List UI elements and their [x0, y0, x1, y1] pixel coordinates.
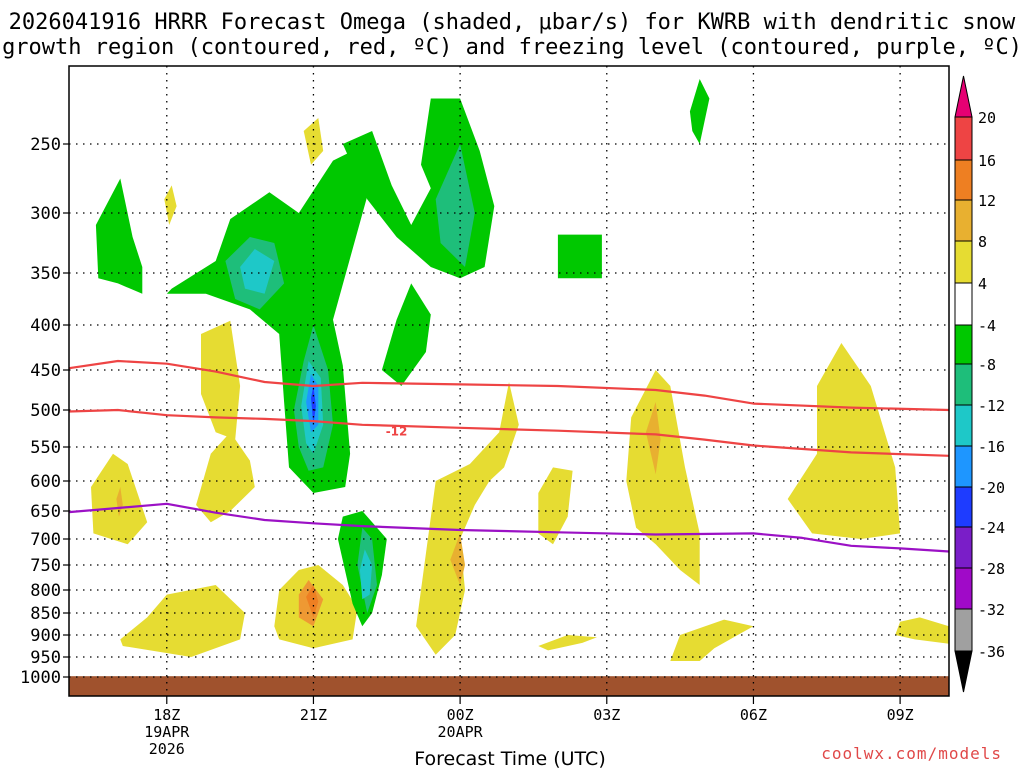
colorbar-label--24: -24	[978, 519, 1005, 537]
colorbar-bin--28	[954, 567, 973, 610]
colorbar-label-12: 12	[978, 192, 996, 210]
colorbar-bin--12	[954, 404, 973, 447]
y-tick-label-550: 550	[30, 438, 61, 458]
chart-title-line-2: growth region (contoured, red, ºC) and f…	[2, 35, 1022, 60]
omega-region-orange-03z	[645, 402, 661, 475]
colorbar-label--12: -12	[978, 397, 1005, 415]
x-tick-label-19APR: 19APR	[144, 723, 190, 741]
omega-region-teal-upper-center	[435, 144, 475, 267]
grid-layer	[69, 66, 949, 696]
omega-region-yellow-low-06z	[670, 619, 754, 661]
omega-region-green-square	[557, 234, 602, 279]
colorbar-bin--20	[954, 486, 973, 528]
dendritic-contour-1	[68, 359, 950, 412]
colorbar-bin-8	[954, 240, 973, 284]
colorbar-bin-12	[954, 199, 973, 242]
omega-region-darkblue-21z	[311, 386, 316, 425]
x-tick-label-21Z: 21Z	[300, 706, 327, 724]
contour-label-dendritic: -12	[386, 425, 408, 439]
contour-lines-layer: -12	[68, 359, 950, 553]
omega-region-cyan-21z-upper	[240, 249, 275, 294]
omega-region-yellow-low-left	[120, 585, 245, 657]
colorbar-label--36: -36	[978, 643, 1005, 661]
x-tick-label-20APR: 20APR	[438, 723, 484, 741]
colorbar-bin-20	[954, 116, 973, 161]
dendritic-contour-2	[68, 408, 950, 457]
colorbar-bin--24	[954, 526, 973, 569]
y-tick-label-300: 300	[30, 204, 61, 224]
omega-region-cyan-low-center	[359, 549, 373, 600]
y-tick-label-850: 850	[30, 604, 61, 624]
x-tick-label-06Z: 06Z	[740, 706, 767, 724]
y-tick-label-250: 250	[30, 135, 61, 155]
colorbar-bin-20	[954, 75, 973, 118]
omega-shading-layer	[91, 79, 949, 661]
chart-title-line-1: 2026041916 HRRR Forecast Omega (shaded, …	[8, 10, 1016, 35]
omega-region-yellow-right-mid	[626, 370, 700, 585]
y-tick-label-800: 800	[30, 581, 61, 601]
ground-band	[69, 676, 949, 696]
y-tick-label-900: 900	[30, 626, 61, 646]
y-tick-label-350: 350	[30, 264, 61, 284]
omega-region-darkorange-low-21z	[306, 585, 319, 618]
y-tick-label-700: 700	[30, 530, 61, 550]
source-credit: coolwx.com/models	[821, 744, 1002, 763]
y-tick-label-650: 650	[30, 502, 61, 522]
x-tick-label-09Z: 09Z	[887, 706, 914, 724]
omega-region-green-upper-left	[95, 178, 143, 294]
x-tick-label-00Z: 00Z	[447, 706, 474, 724]
plot-frame	[68, 65, 950, 697]
omega-region-green-mid-center	[381, 283, 431, 386]
colorbar-label-8: 8	[978, 233, 987, 251]
colorbar-label--20: -20	[978, 479, 1005, 497]
colorbar-label-20: 20	[978, 109, 996, 127]
colorbar: 20 16 12 8 4 -4 -8 -12 -16 -20 -24 -28 -32 -36	[954, 75, 1005, 693]
colorbar-bin-4	[954, 282, 973, 326]
omega-region-yellow-upper-left-small	[164, 185, 177, 225]
colorbar-bin--36	[954, 650, 973, 693]
colorbar-label--16: -16	[978, 438, 1005, 456]
colorbar-bin--32	[954, 608, 973, 652]
colorbar-label--4: -4	[978, 317, 996, 335]
colorbar-bin--16	[954, 445, 973, 488]
omega-region-yellow-center-left	[196, 432, 255, 523]
colorbar-label-4: 4	[978, 275, 987, 293]
omega-region-green-upper-right	[689, 79, 710, 144]
colorbar-bin-16	[954, 159, 973, 201]
x-tick-label-03Z: 03Z	[593, 706, 620, 724]
colorbar-bin--8	[954, 363, 973, 406]
y-tick-label-450: 450	[30, 361, 61, 381]
y-axis: 2503003504004505005506006507007508008509…	[20, 135, 69, 688]
colorbar-bin--4	[954, 324, 973, 365]
omega-region-yellow-center-small	[538, 467, 573, 545]
omega-region-yellow-far-right-low	[895, 617, 949, 644]
x-tick-label-2026: 2026	[149, 740, 185, 758]
y-tick-label-1000: 1000	[20, 668, 61, 688]
y-tick-label-750: 750	[30, 556, 61, 576]
y-tick-label-400: 400	[30, 316, 61, 336]
omega-region-yellow-center-big	[416, 382, 519, 655]
y-tick-label-950: 950	[30, 648, 61, 668]
colorbar-label-16: 16	[978, 152, 996, 170]
x-tick-label-18Z: 18Z	[153, 706, 180, 724]
omega-region-yellow-right-big	[787, 343, 901, 539]
colorbar-label--28: -28	[978, 560, 1005, 578]
omega-region-yellow-low-03z	[538, 635, 597, 651]
y-tick-label-500: 500	[30, 401, 61, 421]
colorbar-label--8: -8	[978, 356, 996, 374]
omega-region-orange-left	[116, 487, 123, 517]
y-tick-label-600: 600	[30, 472, 61, 492]
omega-region-yellow-upper-21z	[303, 118, 324, 165]
freezing-level-contour	[68, 502, 950, 553]
omega-region-orange-00z	[450, 533, 465, 585]
colorbar-label--32: -32	[978, 601, 1005, 619]
x-axis-title: Forecast Time (UTC)	[414, 748, 605, 768]
ground-layer	[69, 676, 949, 696]
